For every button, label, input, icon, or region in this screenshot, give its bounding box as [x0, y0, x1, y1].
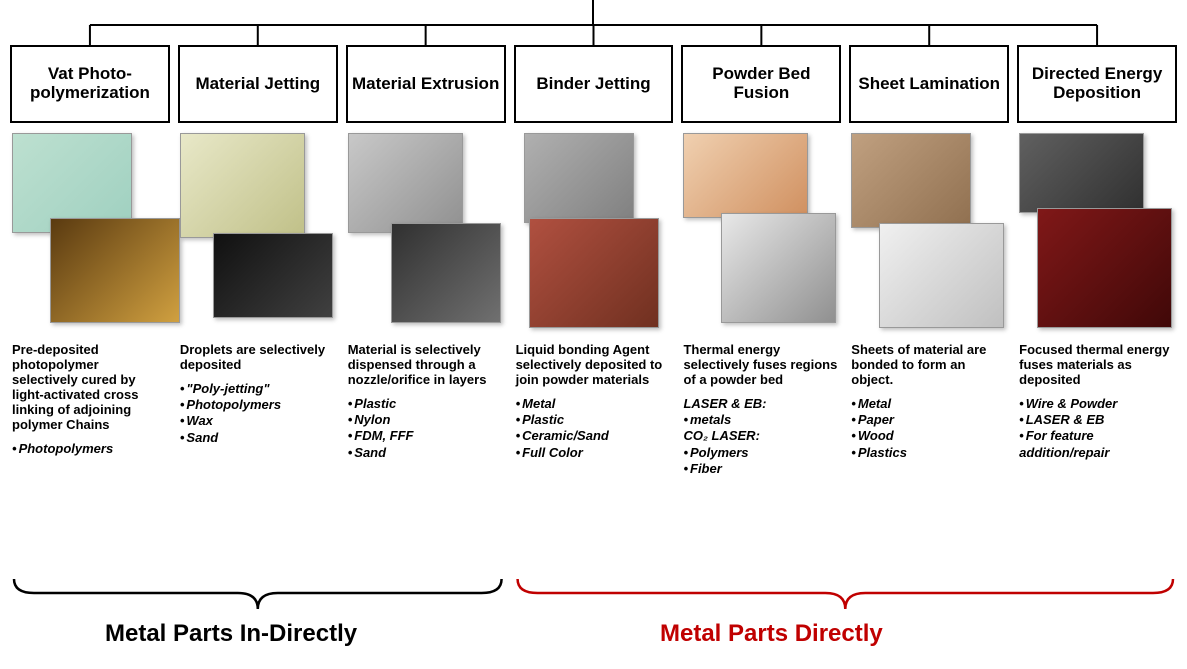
column-description: Sheets of material are bonded to form an…	[849, 343, 1009, 388]
column-5: Sheet Lamination Sheets of material are b…	[849, 45, 1009, 477]
column-description: Thermal energy selectively fuses regions…	[681, 343, 841, 388]
brace-label-indirect: Metal Parts In-Directly	[105, 620, 357, 648]
brace-region: Metal Parts In-Directly Metal Parts Dire…	[0, 575, 1187, 665]
column-bullets: Wire & PowderLASER & EBFor feature addit…	[1017, 396, 1177, 461]
image-stack	[514, 133, 674, 333]
placeholder-image	[529, 218, 659, 328]
column-2: Material Extrusion Material is selectivel…	[346, 45, 506, 477]
placeholder-image	[683, 133, 808, 218]
column-header: Directed Energy Deposition	[1017, 45, 1177, 123]
image-stack	[10, 133, 170, 333]
placeholder-image	[1037, 208, 1172, 328]
column-bullets: "Poly-jetting"PhotopolymersWaxSand	[178, 381, 338, 446]
placeholder-image	[524, 133, 634, 223]
column-description: Droplets are selectively deposited	[178, 343, 338, 373]
column-description: Material is selectively dispensed throug…	[346, 343, 506, 388]
column-header: Sheet Lamination	[849, 45, 1009, 123]
column-description: Liquid bonding Agent selectively deposit…	[514, 343, 674, 388]
placeholder-image	[851, 133, 971, 228]
placeholder-image	[391, 223, 501, 323]
column-bullets: MetalPlasticCeramic/SandFull Color	[514, 396, 674, 461]
column-bullets: MetalPaperWoodPlastics	[849, 396, 1009, 461]
brace-label-direct: Metal Parts Directly	[660, 620, 883, 648]
placeholder-image	[1019, 133, 1144, 213]
column-header: Material Extrusion	[346, 45, 506, 123]
column-bullets: PlasticNylonFDM, FFFSand	[346, 396, 506, 461]
column-4: Powder Bed Fusion Thermal energy selectiv…	[681, 45, 841, 477]
column-1: Material Jetting Droplets are selectively…	[178, 45, 338, 477]
placeholder-image	[879, 223, 1004, 328]
image-stack	[681, 133, 841, 333]
placeholder-image	[213, 233, 333, 318]
column-bullets: LASER & EB:metalsCO₂ LASER:PolymersFiber	[681, 396, 841, 477]
column-6: Directed Energy Deposition Focused therma…	[1017, 45, 1177, 477]
image-stack	[346, 133, 506, 333]
column-description: Focused thermal energy fuses materials a…	[1017, 343, 1177, 388]
placeholder-image	[348, 133, 463, 233]
image-stack	[178, 133, 338, 333]
column-bullets: Photopolymers	[10, 441, 170, 457]
placeholder-image	[721, 213, 836, 323]
column-header: Binder Jetting	[514, 45, 674, 123]
column-header: Material Jetting	[178, 45, 338, 123]
columns-container: Vat Photo-polymerization Pre-deposited ph…	[10, 45, 1177, 477]
column-header: Powder Bed Fusion	[681, 45, 841, 123]
placeholder-image	[180, 133, 305, 238]
column-header: Vat Photo-polymerization	[10, 45, 170, 123]
placeholder-image	[50, 218, 180, 323]
column-0: Vat Photo-polymerization Pre-deposited ph…	[10, 45, 170, 477]
column-description: Pre-deposited photopolymer selectively c…	[10, 343, 170, 433]
image-stack	[849, 133, 1009, 333]
image-stack	[1017, 133, 1177, 333]
column-3: Binder Jetting Liquid bonding Agent selec…	[514, 45, 674, 477]
